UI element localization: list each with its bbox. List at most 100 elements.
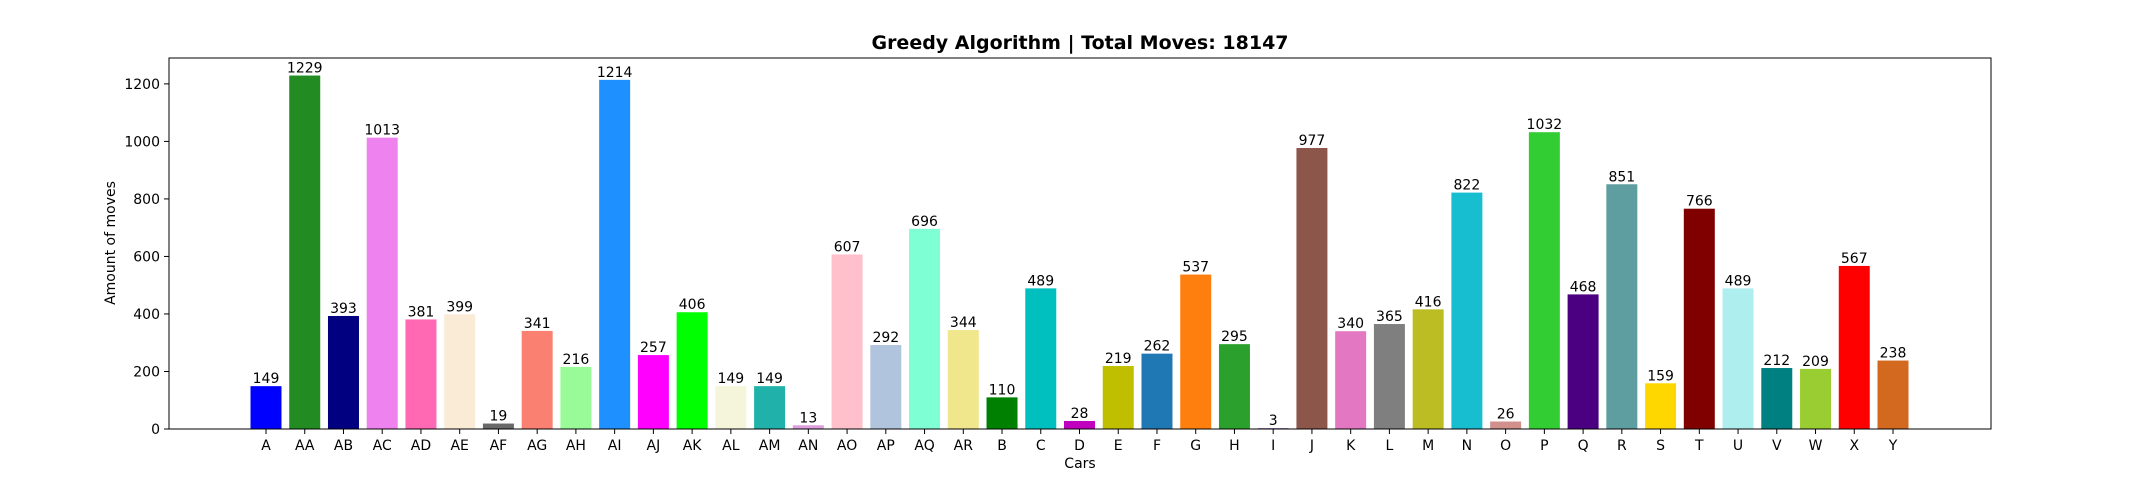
data-label-AP: 292 — [872, 330, 899, 346]
bar-U — [1722, 288, 1754, 429]
bar-X — [1838, 265, 1870, 429]
data-label-AI: 1214 — [597, 65, 633, 81]
bar-AI — [599, 79, 631, 430]
bar-AL — [715, 386, 747, 429]
x-tick-label-M: M — [1422, 438, 1434, 454]
data-label-P: 1032 — [1527, 117, 1563, 133]
x-tick-label-G: G — [1190, 438, 1201, 454]
bar-AQ — [909, 228, 941, 429]
x-tick-label-AD: AD — [411, 438, 431, 454]
x-tick-label-F: F — [1153, 438, 1161, 454]
data-label-Y: 238 — [1880, 346, 1907, 362]
data-label-S: 159 — [1647, 368, 1674, 384]
x-tick-label-AA: AA — [295, 438, 315, 454]
data-label-J: 977 — [1299, 133, 1326, 149]
data-label-AC: 1013 — [364, 123, 400, 139]
data-label-G: 537 — [1182, 260, 1209, 276]
bar-AB — [327, 315, 359, 429]
data-labels-group: 149 1229 393 1013 381 399 19 341 216 1214 257 406 14… — [253, 61, 1907, 430]
data-label-V: 212 — [1763, 353, 1790, 369]
bar-J — [1296, 148, 1328, 429]
bar-E — [1102, 366, 1134, 429]
data-label-R: 851 — [1608, 169, 1635, 185]
x-tick-label-AB: AB — [334, 438, 353, 454]
x-tick-label-P: P — [1540, 438, 1548, 454]
bar-O — [1490, 421, 1522, 429]
data-label-AK: 406 — [679, 297, 706, 313]
y-tick-label-0: 0 — [151, 422, 160, 438]
bar-V — [1761, 368, 1793, 429]
x-tick-label-Q: Q — [1578, 438, 1589, 454]
data-label-A: 149 — [253, 371, 280, 387]
data-label-AA: 1229 — [287, 61, 323, 77]
bars-group — [250, 75, 1909, 430]
data-label-O: 26 — [1497, 407, 1515, 423]
bar-K — [1335, 331, 1367, 429]
bar-S — [1645, 383, 1677, 429]
data-label-M: 416 — [1415, 294, 1442, 310]
bar-AH — [560, 366, 592, 429]
y-tick-label-600: 600 — [133, 249, 160, 265]
x-tick-label-AJ: AJ — [647, 438, 661, 454]
data-label-L: 365 — [1376, 309, 1403, 325]
x-tick-label-AR: AR — [954, 438, 974, 454]
bar-B — [986, 397, 1018, 429]
x-tick-label-S: S — [1656, 438, 1665, 454]
bar-A — [250, 386, 282, 429]
bar-H — [1218, 344, 1250, 429]
bar-P — [1528, 132, 1560, 429]
x-tick-label-A: A — [261, 438, 271, 454]
data-label-AF: 19 — [490, 409, 508, 425]
x-tick-label-K: K — [1346, 438, 1356, 454]
data-label-K: 340 — [1337, 316, 1364, 332]
bar-L — [1373, 324, 1405, 429]
x-tick-label-AH: AH — [566, 438, 586, 454]
data-label-F: 262 — [1144, 339, 1171, 355]
x-tick-label-J: J — [1309, 438, 1314, 454]
data-label-AQ: 696 — [911, 214, 938, 230]
data-label-B: 110 — [989, 382, 1016, 398]
bar-C — [1025, 288, 1057, 429]
x-tick-label-AM: AM — [759, 438, 781, 454]
x-tick-label-AQ: AQ — [914, 438, 934, 454]
x-tick-label-U: U — [1733, 438, 1743, 454]
bar-AN — [792, 425, 824, 429]
x-tick-label-O: O — [1500, 438, 1511, 454]
data-label-AL: 149 — [717, 371, 744, 387]
y-tick-label-1000: 1000 — [124, 134, 160, 150]
data-label-AD: 381 — [408, 304, 435, 320]
x-tick-label-AI: AI — [608, 438, 622, 454]
bar-W — [1800, 368, 1832, 429]
x-tick-label-H: H — [1229, 438, 1240, 454]
y-tick-label-800: 800 — [133, 192, 160, 208]
plot-frame — [168, 57, 1992, 430]
y-axis: 0 200 400 600 800 1000 1200 — [124, 77, 169, 438]
bar-Y — [1877, 360, 1909, 429]
bar-R — [1606, 184, 1638, 429]
data-label-D: 28 — [1071, 406, 1089, 422]
x-tick-label-AF: AF — [490, 438, 508, 454]
chart-title: Greedy Algorithm | Total Moves: 18147 — [871, 32, 1288, 54]
bar-AM — [754, 386, 786, 429]
x-tick-label-B: B — [997, 438, 1007, 454]
bar-AJ — [637, 355, 669, 429]
y-tick-label-200: 200 — [133, 364, 160, 380]
data-label-AN: 13 — [799, 410, 817, 426]
bar-Q — [1567, 294, 1599, 429]
x-axis-label: Cars — [1064, 456, 1095, 472]
x-tick-label-AK: AK — [683, 438, 703, 454]
bar-AC — [366, 137, 398, 429]
x-tick-label-C: C — [1036, 438, 1046, 454]
bar-D — [1064, 420, 1095, 429]
bar-AG — [521, 330, 553, 429]
bar-AK — [676, 312, 708, 429]
x-tick-label-W: W — [1809, 438, 1823, 454]
bar-F — [1141, 353, 1173, 429]
bar-AF — [482, 423, 514, 429]
y-tick-label-400: 400 — [133, 307, 160, 323]
bar-AO — [831, 254, 863, 429]
bar-AP — [870, 345, 902, 429]
data-label-W: 209 — [1802, 354, 1829, 370]
x-tick-label-L: L — [1385, 438, 1393, 454]
